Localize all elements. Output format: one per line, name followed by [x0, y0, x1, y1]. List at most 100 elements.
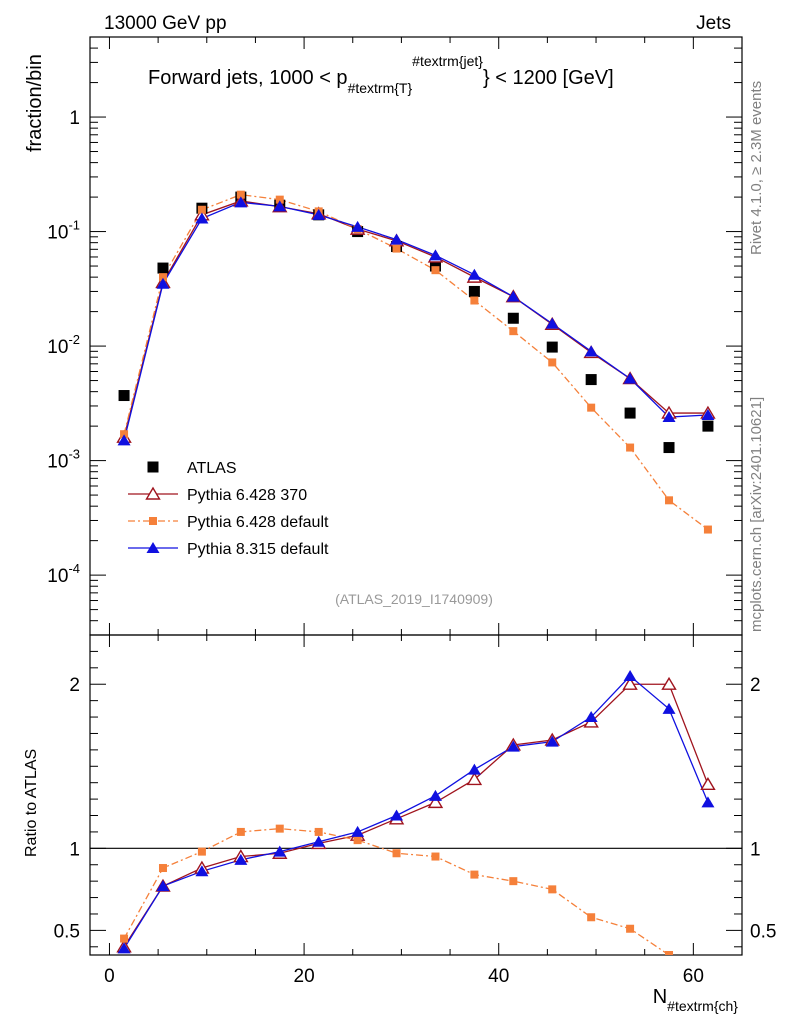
y-tick-label: 10-2 — [47, 332, 80, 358]
pythia-6-428-370-ratio-point — [466, 772, 483, 786]
y-tick-label: 10-3 — [47, 447, 80, 473]
pythia-6-428-default-ratio-point — [275, 824, 284, 833]
legend-marker-pythia-6-428-default — [149, 517, 157, 525]
pythia-8-315-default-point — [273, 200, 287, 212]
pythia-6-428-default-point — [509, 327, 518, 336]
pythia-8-315-default-point — [584, 345, 598, 357]
pythia-6-428-default-point — [158, 273, 167, 282]
pythia-6-428-default-point — [548, 358, 557, 367]
pythia-6-428-default-point — [626, 443, 635, 452]
pythia-6-428-370-ratio-point — [622, 676, 638, 690]
pythia-6-428-370-line — [123, 200, 708, 438]
pythia-6-428-default-ratio-point — [509, 877, 518, 886]
ratio-y-tick-label-right: 2 — [750, 675, 761, 696]
legend-label-pythia-6-428-default: Pythia 6.428 default — [187, 514, 329, 531]
pythia-8-315-default-point — [390, 233, 404, 245]
pythia-6-428-370-ratio-point — [661, 676, 677, 690]
category-label: Jets — [696, 13, 731, 34]
pythia-8-315-default-ratio-point — [701, 796, 715, 808]
pythia-6-428-default-point — [703, 525, 712, 534]
pythia-6-428-default-point — [120, 430, 129, 439]
pythia-6-428-default-ratio-point — [704, 959, 712, 967]
pythia-8-315-default-point — [195, 212, 209, 224]
x-tick-label: 60 — [683, 966, 704, 987]
pythia-8-315-default-line — [123, 201, 708, 441]
pythia-8-315-default-point — [312, 208, 326, 220]
pythia-8-315-default-ratio-point — [156, 880, 170, 892]
pythia-8-315-default-point — [467, 268, 481, 280]
plot-title: Forward jets, 1000 < p#textrm{T} #textrm{… — [148, 53, 614, 96]
x-tick-label: 0 — [104, 966, 115, 987]
pythia-8-315-default-ratio-point — [312, 835, 326, 847]
pythia-6-428-370-ratio-point — [700, 776, 716, 791]
pythia-6-428-default-ratio-point — [158, 864, 167, 873]
legend-label-pythia-6-428-370: Pythia 6.428 370 — [187, 487, 307, 504]
pythia-8-315-default-ratio-point — [428, 789, 442, 801]
pythia-8-315-default-point — [506, 290, 520, 302]
pythia-8-315-default-ratio-point — [467, 763, 481, 775]
y-tick-label: 1 — [69, 108, 80, 129]
pythia-8-315-default-ratio-point — [234, 853, 248, 865]
pythia-6-428-default-ratio-point — [587, 913, 596, 922]
pythia-6-428-default-point — [275, 195, 284, 204]
pythia-8-315-default-ratio-point — [662, 702, 676, 714]
atlas-point — [429, 260, 441, 272]
pythia-8-315-default-ratio-line — [123, 675, 709, 949]
pythia-8-315-default-point — [234, 196, 248, 208]
pythia-8-315-default-ratio-point — [623, 670, 637, 682]
pythia-6-428-default-point — [197, 205, 206, 214]
pythia-6-428-default-point — [431, 266, 440, 275]
atlas-point — [663, 442, 675, 454]
svg-text:Forward jets, 1000 < p#textrm{: Forward jets, 1000 < p#textrm{T} #textrm{… — [148, 53, 614, 96]
pythia-8-315-default-point — [623, 372, 637, 384]
ratio-y-tick-label: 1 — [69, 839, 80, 860]
pythia-6-428-default-ratio-point — [353, 836, 362, 845]
ratio-series-layer — [116, 670, 716, 967]
legend-marker-pythia-8-315-default — [146, 542, 160, 553]
atlas-point — [468, 285, 480, 297]
legend-label-pythia-8-315-default: Pythia 8.315 default — [187, 541, 329, 558]
plot-title-sub: #textrm{T} — [348, 80, 413, 96]
pythia-8-315-default-ratio-point — [351, 825, 365, 837]
pythia-6-428-default-ratio-point — [314, 827, 323, 836]
plot-title-sup: #textrm{jet} — [412, 53, 483, 69]
y-tick-label: 10-1 — [47, 218, 80, 244]
pythia-8-315-default-ratio-point — [117, 942, 131, 954]
atlas-point — [118, 390, 130, 402]
legend-label-atlas: ATLAS — [187, 460, 237, 477]
ratio-y-axis-label: Ratio to ATLAS — [23, 749, 40, 857]
main-y-axis-label: fraction/bin — [24, 54, 46, 152]
pythia-6-428-default-ratio-point — [548, 885, 557, 894]
x-axis-label: N#textrm{ch} — [653, 986, 739, 1014]
pythia-6-428-370-ratio-point — [427, 795, 444, 809]
pythia-8-315-default-point — [701, 409, 715, 421]
atlas-point — [702, 420, 714, 432]
pythia-6-428-default-point — [392, 244, 401, 253]
ratio-panel-frame — [89, 634, 743, 956]
pythia-6-428-default-point — [470, 296, 479, 305]
legend-marker-atlas — [147, 461, 159, 473]
energy-label: 13000 GeV pp — [104, 13, 227, 34]
pythia-6-428-default-ratio-point — [431, 852, 440, 861]
pythia-6-428-default-ratio-point — [626, 924, 635, 933]
pythia-8-315-default-point — [156, 277, 170, 289]
pythia-6-428-default-ratio-point — [665, 951, 674, 955]
x-tick-label: 20 — [294, 966, 315, 987]
pythia-6-428-default-ratio-point — [470, 870, 479, 879]
atlas-point — [507, 312, 519, 324]
x-axis-label-sub: #textrm{ch} — [667, 998, 738, 1014]
plot-title-tail: } < 1200 [GeV] — [483, 67, 614, 89]
ratio-y-tick-label-right: 1 — [750, 839, 761, 860]
pythia-8-315-default-ratio-point — [506, 740, 520, 752]
pythia-8-315-default-point — [428, 249, 442, 261]
ratio-y-tick-label: 0.5 — [54, 921, 80, 942]
ratio-y-tick-label-right: 0.5 — [750, 921, 776, 942]
axis-tick-labels: 0 20 40 60 10-4 10-3 10-2 10-1 1 0.5 0.5 1 1 2 2 — [47, 108, 776, 987]
plot-title-main: Forward jets, 1000 < p — [148, 67, 348, 89]
rivet-label: Rivet 4.1.0, ≥ 2.3M events — [748, 81, 765, 255]
pythia-6-428-default-ratio-point — [197, 847, 206, 856]
legend: ATLAS Pythia 6.428 370 Pythia 6.428 defaul… — [128, 460, 329, 558]
atlas-point — [157, 262, 169, 274]
pythia-8-315-default-ratio-point — [545, 735, 559, 747]
